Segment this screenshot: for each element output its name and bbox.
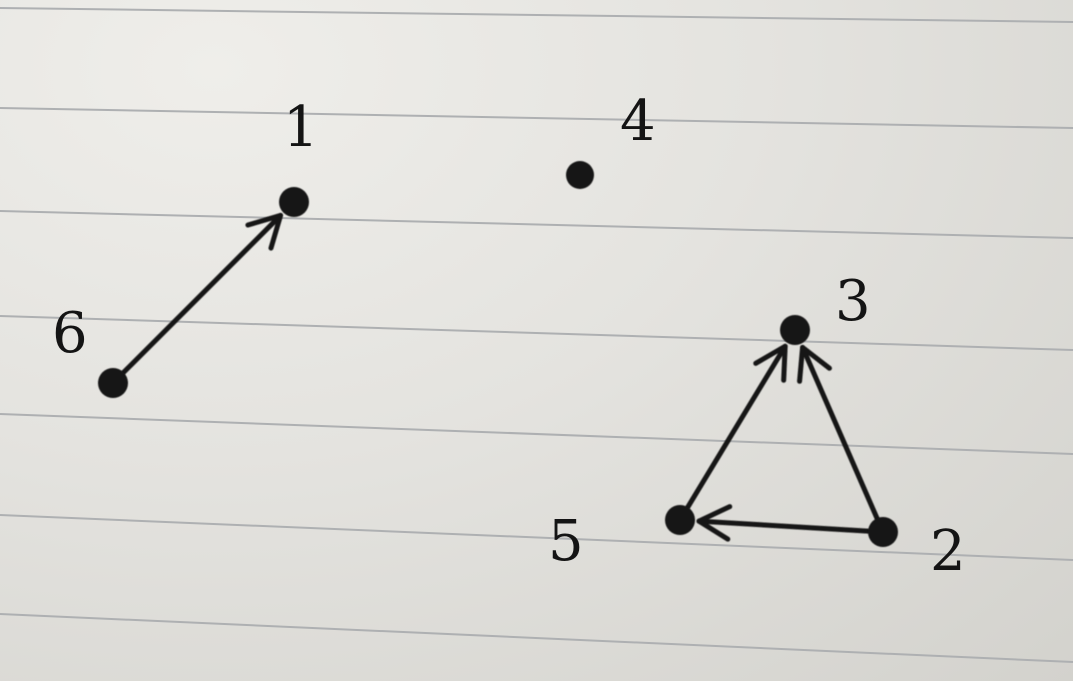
arrowhead-5-to-3: [753, 343, 788, 383]
node-4: [566, 161, 594, 189]
node-label-2: 2: [930, 519, 966, 584]
edge-5-to-3: [685, 343, 788, 510]
node-label-6: 6: [52, 301, 88, 366]
node-labels: 1 2 3 4 5 6: [52, 89, 966, 584]
ruled-lines: [0, 7, 1073, 663]
edge-2-to-3: [800, 344, 880, 521]
rule-line: [0, 413, 1073, 455]
rule-line: [0, 7, 1073, 23]
rule-line: [0, 107, 1073, 129]
rule-line: [0, 210, 1073, 239]
arrowhead-2-to-5: [696, 504, 733, 542]
node-1: [279, 187, 309, 217]
node-6: [98, 368, 128, 398]
arrowhead-6-to-1: [245, 212, 284, 251]
graph-nodes: [98, 161, 898, 547]
node-label-4: 4: [620, 89, 656, 154]
arrowhead-2-to-3: [797, 344, 832, 384]
node-5: [665, 505, 695, 535]
rule-line: [0, 514, 1073, 561]
rule-line: [0, 315, 1073, 351]
node-label-1: 1: [283, 95, 319, 160]
node-label-5: 5: [548, 509, 584, 574]
node-label-3: 3: [835, 269, 871, 334]
edge-2-to-5: [696, 518, 871, 534]
edge-6-to-1: [121, 212, 284, 375]
node-3: [780, 315, 810, 345]
node-2: [868, 517, 898, 547]
graph-edges: [121, 212, 880, 542]
rule-line: [0, 613, 1073, 663]
